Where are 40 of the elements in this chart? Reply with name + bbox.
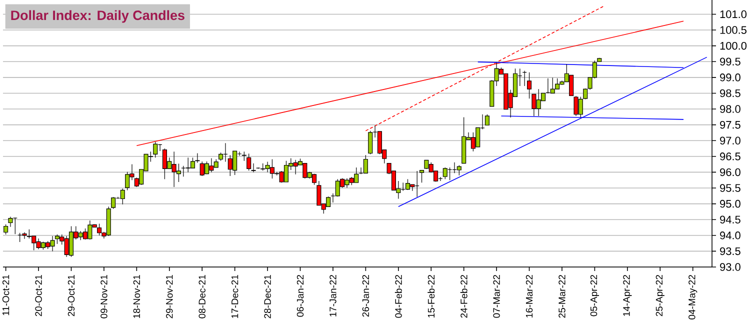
x-tick-label: 28-Dec-21 xyxy=(264,274,271,318)
x-tick-label: 15-Feb-22 xyxy=(428,274,435,318)
x-tick-label: 17-Dec-21 xyxy=(231,274,238,318)
x-tick-label: 17-Jan-22 xyxy=(330,274,336,316)
x-tick-label: 05-Apr-22 xyxy=(590,274,599,316)
y-tick-label: 99.0 xyxy=(720,74,740,82)
x-tick-label: 25-Apr-22 xyxy=(656,274,664,316)
x-tick-label: 18-Nov-21 xyxy=(133,274,140,318)
x-tick-label: 24-Feb-22 xyxy=(460,274,468,318)
y-tick-label: 93.0 xyxy=(720,263,740,271)
y-tick-label: 98.5 xyxy=(720,89,740,98)
y-tick-label: 96.5 xyxy=(720,152,740,160)
x-tick-label: 29-Oct-21 xyxy=(68,274,75,316)
x-tick-label: 25-Mar-22 xyxy=(558,274,566,318)
x-tick-label: 11-Oct-21 xyxy=(2,274,10,316)
y-tick-label: 101.0 xyxy=(720,10,747,18)
y-tick-label: 95.5 xyxy=(720,184,740,192)
y-tick-label: 96.0 xyxy=(720,168,740,176)
y-tick-label: 94.0 xyxy=(720,232,740,240)
y-tick-label: 97.0 xyxy=(720,136,740,144)
y-tick-label: 100.5 xyxy=(720,26,746,34)
text: Dollar Index: Daily Candles xyxy=(11,10,184,23)
y-tick-label: 93.5 xyxy=(720,247,740,256)
x-tick-label: 14-Apr-22 xyxy=(623,274,632,316)
y-tick-label: 98.0 xyxy=(720,105,740,113)
x-tick-label: 20-Oct-21 xyxy=(35,274,42,316)
x-tick-label: 29-Nov-21 xyxy=(166,274,173,318)
y-tick-label: 95.0 xyxy=(720,200,740,208)
x-tick-label: 09-Nov-21 xyxy=(100,274,108,318)
y-tick-label: 99.5 xyxy=(720,58,740,66)
x-tick-label: 04-Feb-22 xyxy=(394,274,402,318)
x-tick-label: 26-Jan-22 xyxy=(362,274,370,317)
y-tick-label: 94.5 xyxy=(720,216,740,224)
x-tick-label: 16-Mar-22 xyxy=(526,274,533,318)
x-tick-label: 04-May-22 xyxy=(688,274,698,320)
x-tick-label: 08-Dec-21 xyxy=(198,274,206,318)
y-tick-label: 100.0 xyxy=(720,42,747,50)
y-tick-label: 97.5 xyxy=(720,120,740,129)
x-tick-label: 06-Jan-22 xyxy=(296,274,304,317)
x-tick-label: 07-Mar-22 xyxy=(493,274,500,318)
